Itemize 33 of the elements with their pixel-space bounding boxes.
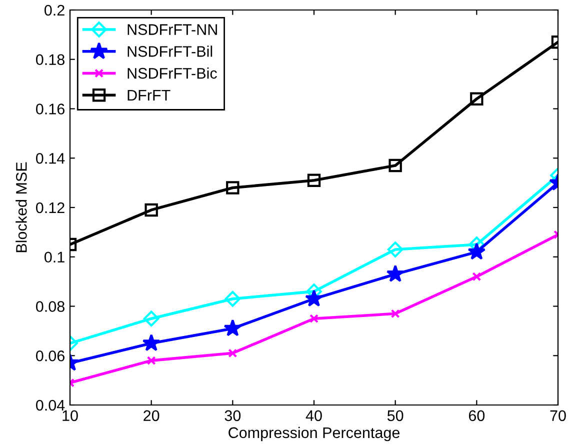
point [387,242,404,258]
point [309,314,319,324]
x-tick-label: 30 [224,410,241,422]
point [226,181,240,194]
point [388,158,402,172]
point [224,319,242,336]
y-tick-label: 0.06 [36,350,64,362]
legend-label: NSDFrFT-Bil [128,46,212,57]
legend-label: NSDFrFT-NN [128,24,217,35]
legend-label: NSDFrFT-Bic [128,68,217,79]
y-tick-label: 0.12 [36,202,64,214]
y-tick-label: 0.18 [36,54,64,66]
x-tick-label: 60 [468,410,485,422]
point [390,309,400,318]
y-tick-label: 0.04 [36,400,65,411]
x-tick-label: 70 [550,410,566,422]
point [305,289,323,307]
y-tick-label: 0.14 [36,152,65,164]
point [307,174,321,187]
y-axis-title: Blocked MSE [16,162,27,252]
point [386,264,404,282]
x-tick-label: 20 [144,410,160,422]
x-tick-label: 50 [387,410,404,422]
x-tick-label: 40 [306,410,322,422]
point [228,348,238,358]
point [224,290,241,307]
y-tick-label: 0.1 [44,252,64,263]
y-tick-label: 0.16 [36,104,64,114]
x-axis-title: Compression Percentage [228,426,400,442]
x-tick-label: 10 [62,410,78,422]
y-tick-label: 0.2 [44,4,64,16]
legend-label: DFrFT [128,90,170,100]
y-tick-label: 0.08 [36,301,64,312]
